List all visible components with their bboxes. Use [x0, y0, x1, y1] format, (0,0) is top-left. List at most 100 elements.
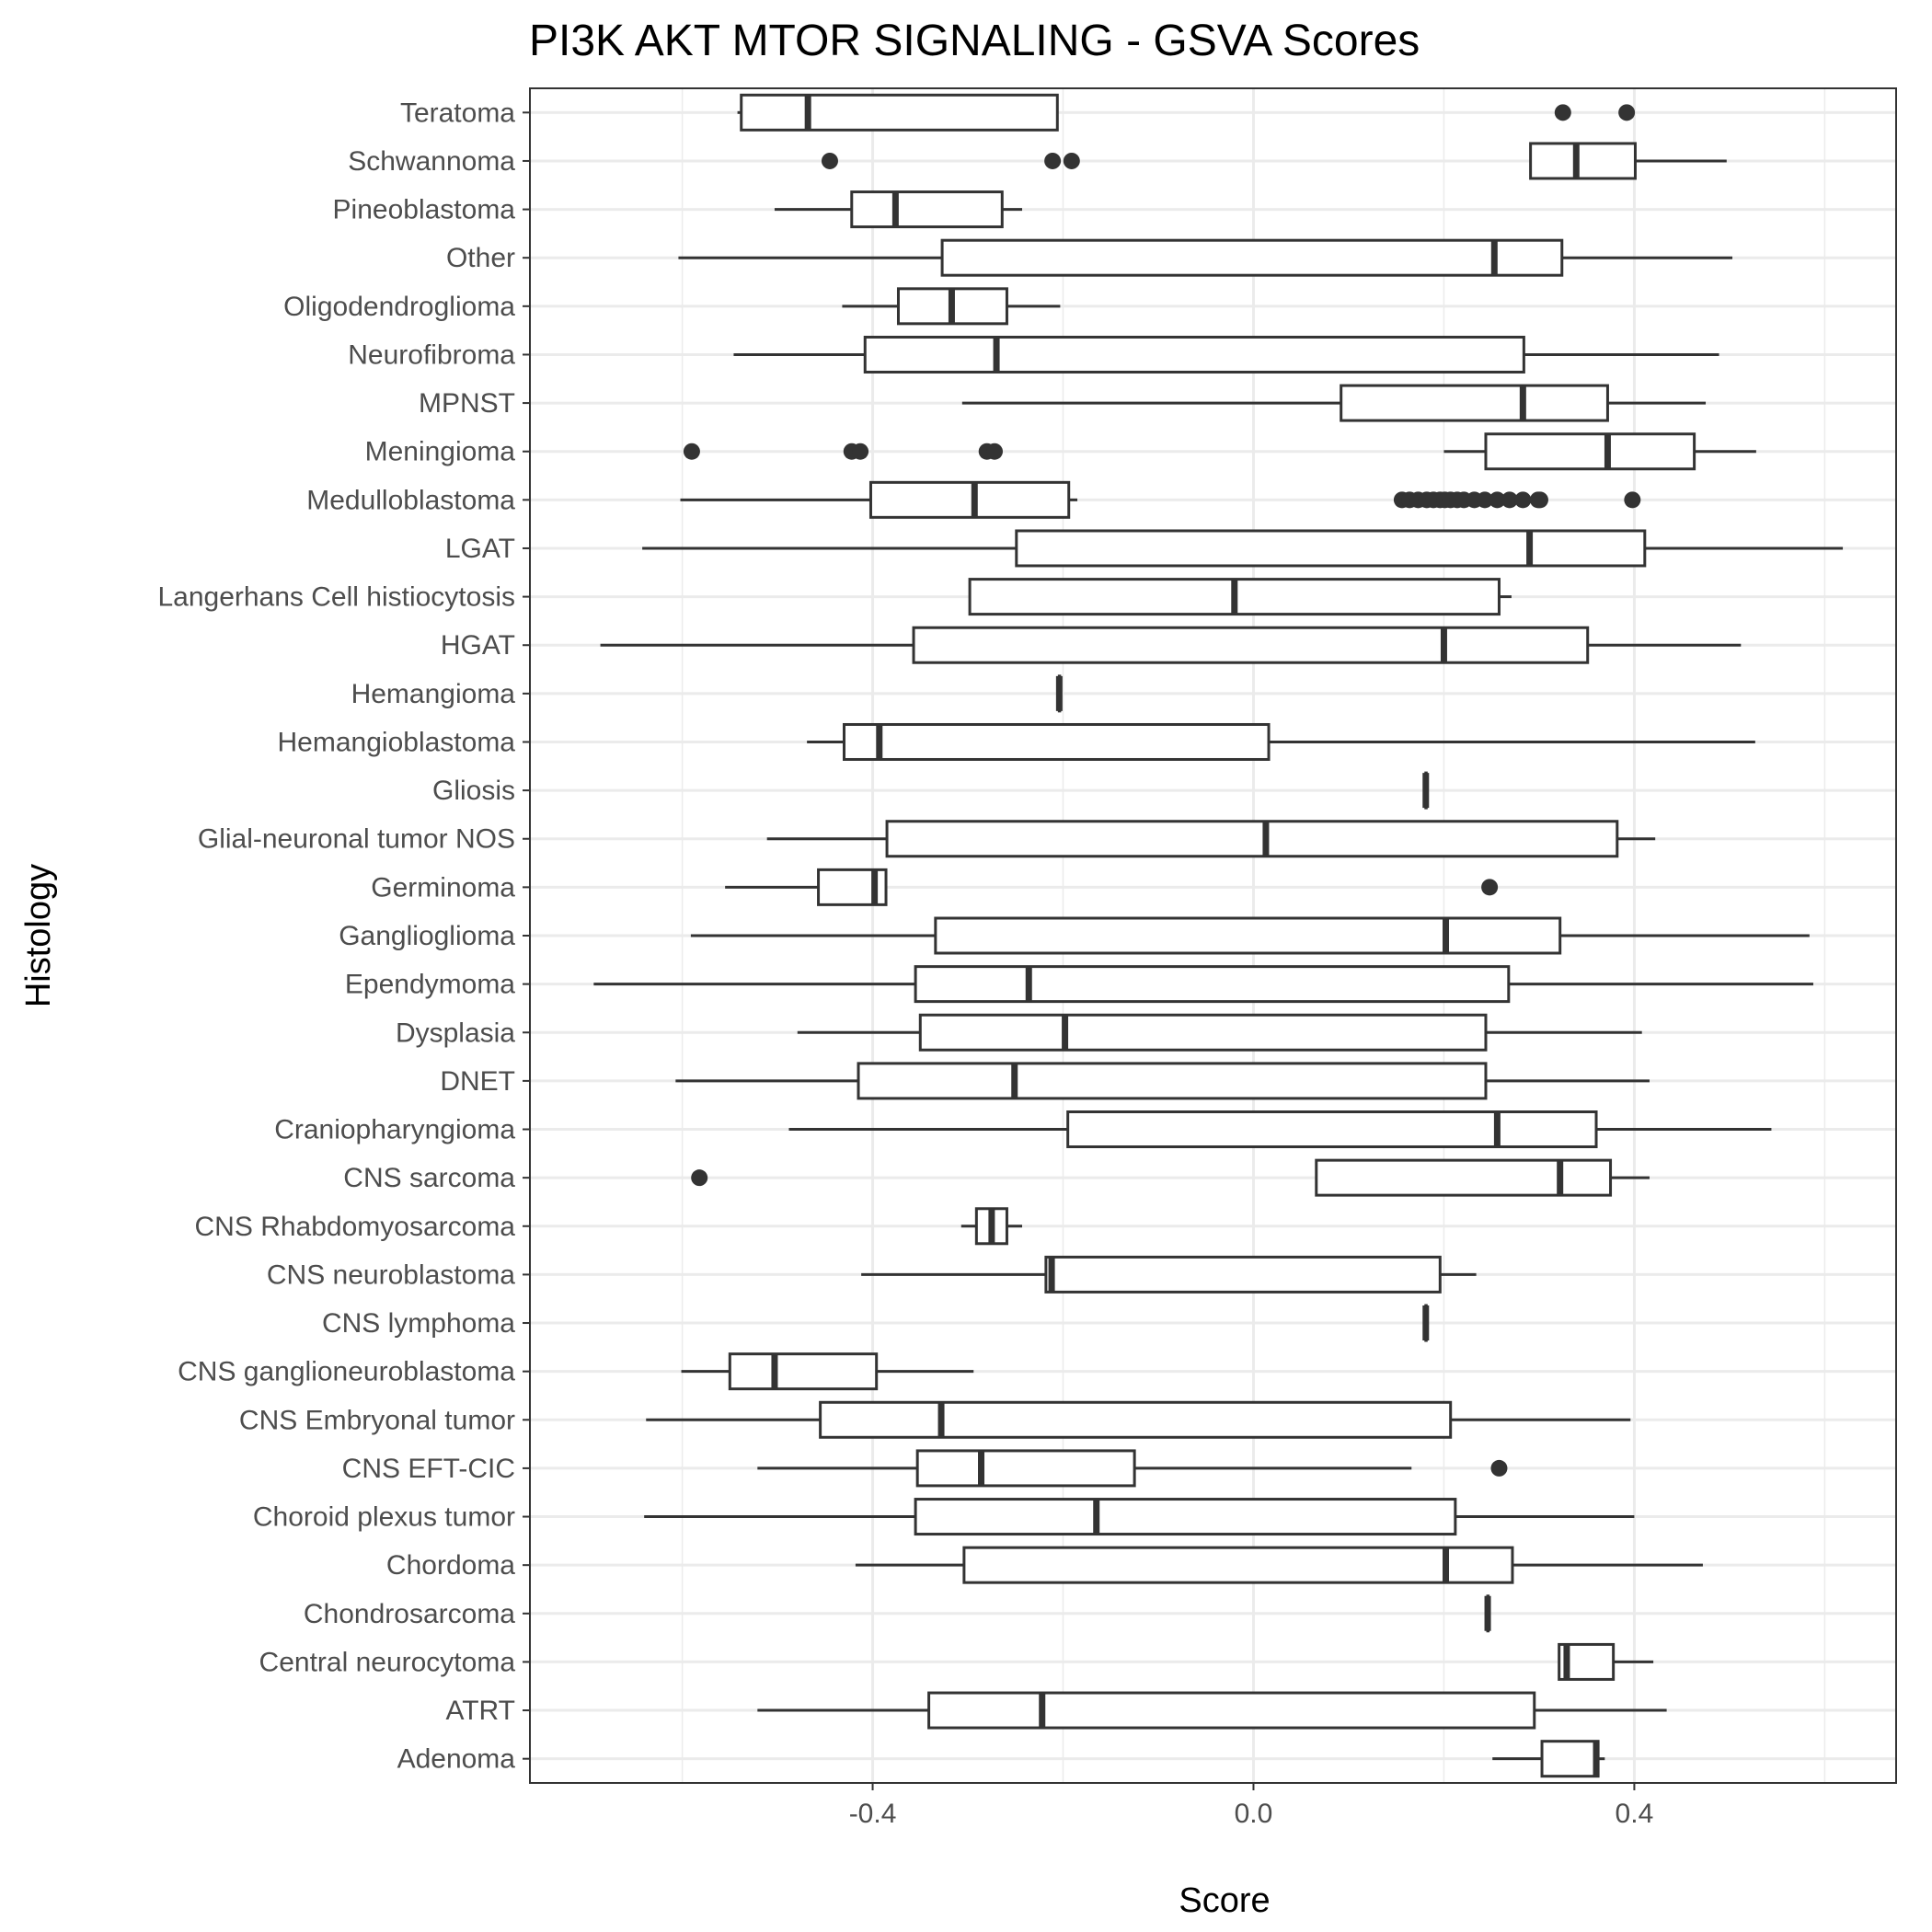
- outlier-point: [1476, 491, 1493, 509]
- iqr-box: [1044, 1255, 1442, 1294]
- y-tick-label: CNS neuroblastoma: [267, 1259, 515, 1290]
- box-pineoblastoma: [774, 190, 1023, 229]
- outlier-point: [1490, 1459, 1508, 1477]
- box-choroid-plexus-tumor: [644, 1498, 1635, 1536]
- panel-border: [529, 87, 1897, 1784]
- box-gliosis: [1422, 771, 1430, 810]
- y-tick-label: Choroid plexus tumor: [253, 1502, 515, 1533]
- box-cns-embryonal-tumor: [646, 1400, 1631, 1439]
- y-tick-label: CNS lymphoma: [322, 1308, 515, 1339]
- box-teratoma: [737, 93, 1636, 132]
- iqr-box: [927, 1691, 1536, 1730]
- outlier-point: [1531, 491, 1548, 509]
- box-cns-rhabdomyosarcoma: [960, 1207, 1023, 1246]
- y-tick-label: Craniopharyngioma: [274, 1115, 515, 1145]
- y-tick-label: Medulloblastoma: [306, 485, 515, 515]
- iqr-box: [914, 1498, 1457, 1536]
- y-tick-label: Gliosis: [432, 776, 515, 806]
- box-ependymoma: [593, 965, 1813, 1004]
- outlier-point: [1044, 152, 1062, 169]
- box-oligodendroglioma: [842, 287, 1061, 326]
- outlier-point: [1618, 104, 1636, 121]
- box-craniopharyngioma: [788, 1110, 1772, 1149]
- y-tick-label: Germinoma: [371, 872, 515, 903]
- box-hemangioblastoma: [807, 722, 1755, 761]
- outlier-point: [1554, 104, 1571, 121]
- y-tick-label: CNS ganglioneuroblastoma: [178, 1357, 515, 1387]
- y-axis: Teratoma Schwannoma Pineoblastoma Other Olig…: [157, 98, 530, 1775]
- y-tick-label: Chondrosarcoma: [304, 1599, 515, 1629]
- iqr-box: [740, 93, 1059, 132]
- outlier-point: [1489, 491, 1506, 509]
- x-tick-label: 0.0: [1235, 1799, 1273, 1829]
- y-tick-label: Adenoma: [397, 1744, 516, 1775]
- y-tick-label: MPNST: [419, 388, 515, 419]
- box-dysplasia: [797, 1013, 1642, 1052]
- y-tick-label: Chordoma: [386, 1550, 515, 1581]
- iqr-box: [1340, 384, 1609, 422]
- box-chordoma: [855, 1546, 1703, 1584]
- box-hemangioma: [1055, 674, 1063, 713]
- box-medulloblastoma: [680, 480, 1641, 519]
- box-chondrosarcoma: [1484, 1594, 1491, 1633]
- iqr-box: [1315, 1158, 1613, 1197]
- box-langerhans-cell-histiocytosis: [968, 578, 1512, 616]
- y-tick-label: Hemangioblastoma: [278, 727, 516, 757]
- box-central-neurocytoma: [1558, 1642, 1654, 1681]
- outlier-point: [1063, 152, 1080, 169]
- outlier-point: [691, 1169, 708, 1187]
- y-tick-label: ATRT: [445, 1696, 515, 1726]
- box-hgat: [600, 626, 1742, 664]
- box-mpnst: [961, 384, 1707, 422]
- y-tick-label: LGAT: [445, 534, 515, 564]
- iqr-box: [912, 626, 1590, 664]
- iqr-box: [962, 1546, 1514, 1584]
- box-schwannoma: [821, 142, 1727, 180]
- iqr-box: [940, 238, 1564, 277]
- y-tick-label: Teratoma: [400, 98, 515, 128]
- y-tick-label: Ganglioglioma: [339, 921, 515, 951]
- y-tick-label: CNS EFT-CIC: [342, 1454, 515, 1484]
- iqr-box: [728, 1352, 879, 1391]
- box-other: [678, 238, 1733, 277]
- y-tick-label: Langerhans Cell histiocytosis: [157, 582, 515, 613]
- box-cns-sarcoma: [691, 1158, 1650, 1197]
- outlier-point: [1501, 491, 1518, 509]
- iqr-box: [863, 335, 1525, 374]
- iqr-box: [1529, 142, 1637, 180]
- outlier-point: [683, 443, 700, 460]
- box-adenoma: [1492, 1740, 1605, 1778]
- box-germinoma: [725, 868, 1499, 906]
- box-dnet: [675, 1062, 1650, 1100]
- box-cns-neuroblastoma: [861, 1255, 1477, 1294]
- iqr-box: [842, 722, 1271, 761]
- iqr-box: [914, 965, 1511, 1004]
- y-tick-label: Pineoblastoma: [333, 195, 516, 225]
- y-tick-label: CNS Rhabdomyosarcoma: [195, 1212, 516, 1242]
- outlier-point: [986, 443, 1004, 460]
- box-lgat: [642, 529, 1844, 568]
- iqr-box: [915, 1449, 1136, 1488]
- iqr-box: [934, 916, 1562, 955]
- x-tick-label: -0.4: [849, 1799, 897, 1829]
- box-cns-eft-cic: [757, 1449, 1508, 1488]
- outlier-point: [821, 152, 838, 169]
- y-tick-label: Meningioma: [365, 437, 516, 467]
- box-meningioma: [683, 432, 1756, 471]
- y-tick-label: Hemangioma: [351, 679, 516, 709]
- iqr-box: [1015, 529, 1647, 568]
- iqr-box: [868, 480, 1071, 519]
- outlier-point: [1481, 879, 1499, 896]
- chart-title: PI3K AKT MTOR SIGNALING - GSVA Scores: [529, 17, 1420, 65]
- y-tick-label: CNS sarcoma: [343, 1163, 515, 1193]
- boxes-layer: [529, 87, 1897, 1784]
- iqr-box: [850, 190, 1004, 229]
- y-tick-label: CNS Embryonal tumor: [239, 1405, 515, 1435]
- box-glial-neuronal-tumor-nos: [766, 820, 1656, 858]
- y-tick-label: Neurofibroma: [348, 339, 515, 370]
- iqr-box: [885, 820, 1619, 858]
- y-tick-label: Central neurocytoma: [259, 1647, 516, 1677]
- outlier-point: [852, 443, 869, 460]
- y-tick-label: Glial-neuronal tumor NOS: [198, 824, 515, 855]
